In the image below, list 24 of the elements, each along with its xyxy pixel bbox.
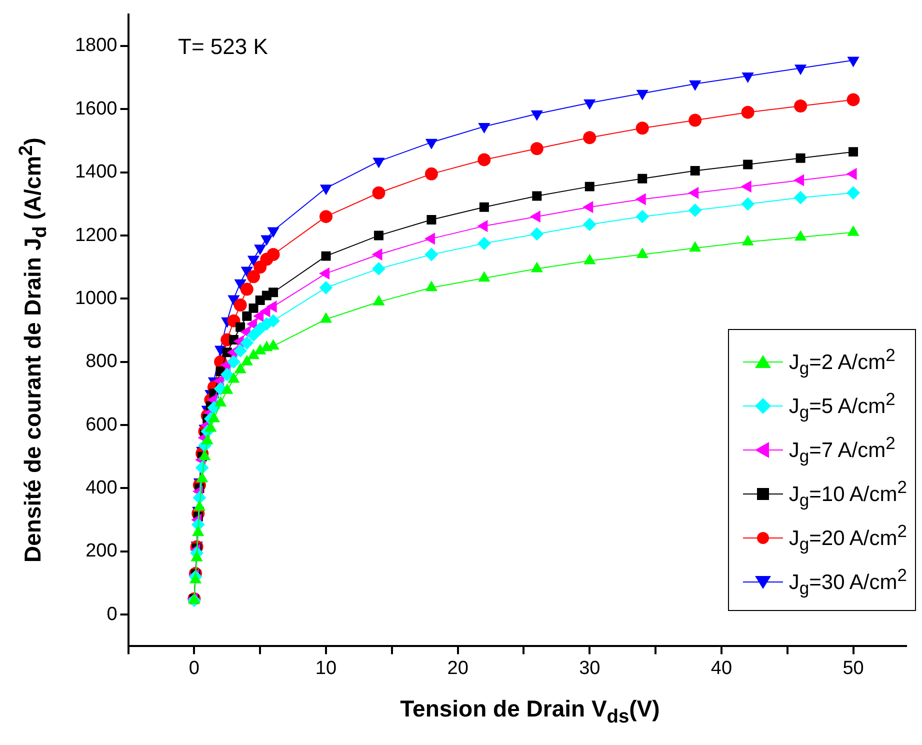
x-tick-label: 30 [579,658,600,679]
y-tick-label: 1800 [74,35,118,56]
legend-label: J$_{g}$=20 A/cm$^{2}$ [788,520,907,556]
y-tick-label: 1600 [74,98,118,120]
y-tick-label: 1200 [74,224,118,246]
x-tick-label: 0 [188,658,200,679]
legend-label: J$_{g}$=30 A/cm$^{2}$ [788,564,907,600]
x-tick-label: 50 [842,658,864,679]
y-tick-label: 200 [86,540,118,562]
legend-label: J$_{g}$=7 A/cm$^{2}$ [788,432,896,468]
y-tick-label: 800 [86,351,118,372]
annotation: T= 523 K [178,34,268,60]
legend-label: J$_{g}$=2 A/cm$^{2}$ [788,344,896,380]
legend-label: J$_{g}$=10 A/cm$^{2}$ [788,476,907,512]
y-tick-label: 0 [106,604,118,625]
x-tick-label: 40 [710,658,732,679]
x-tick-label: 20 [447,658,468,679]
y-tick-label: 400 [86,477,118,498]
x-axis-title: Tension de Drain V$_{ds}$(V) [400,696,660,728]
x-tick-label: 10 [315,658,337,679]
y-tick-label: 1000 [74,288,118,309]
legend-label: J$_{g}$=5 A/cm$^{2}$ [788,388,896,424]
y-tick-label: 600 [86,414,118,436]
y-tick-label: 1400 [74,162,118,183]
